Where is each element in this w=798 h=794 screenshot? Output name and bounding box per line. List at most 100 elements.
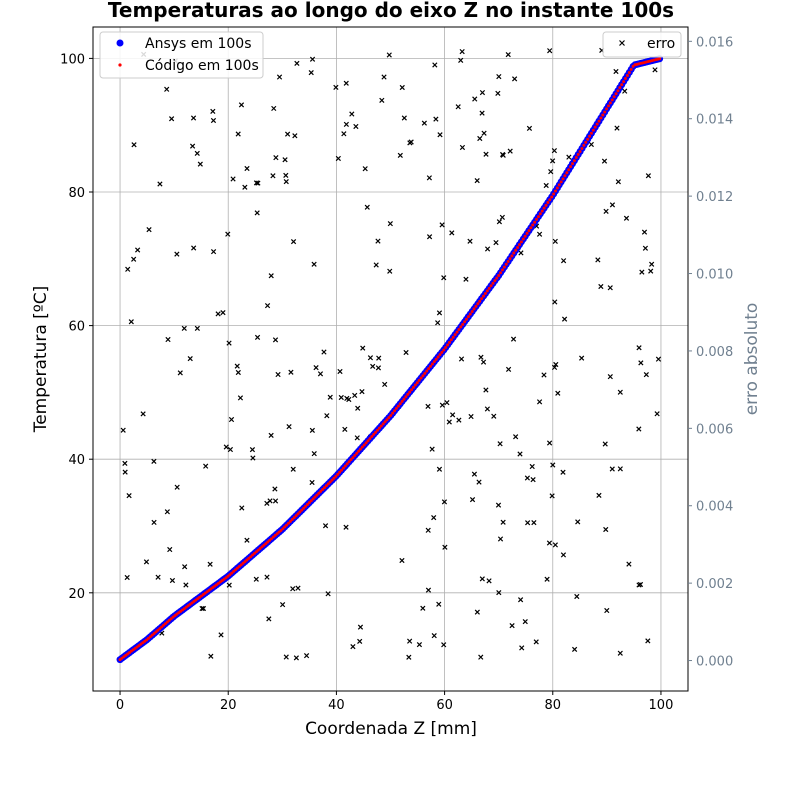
codigo-point: [624, 77, 628, 81]
erro-point: [510, 336, 517, 342]
erro-point: [131, 256, 137, 262]
erro-point: [426, 175, 433, 181]
x-tick-label: 80: [544, 698, 561, 713]
codigo-point: [364, 441, 368, 445]
erro-point: [450, 412, 456, 418]
erro-point: [279, 602, 286, 608]
codigo-point: [349, 458, 353, 462]
erro-point: [203, 463, 209, 469]
erro-point: [406, 654, 412, 660]
erro-point: [197, 161, 203, 167]
erro-point: [530, 477, 536, 483]
erro-point: [507, 148, 513, 154]
erro-point: [437, 132, 443, 138]
codigo-point: [588, 134, 592, 138]
erro-point: [505, 366, 512, 373]
erro-point: [478, 654, 484, 660]
erro-point: [458, 57, 464, 63]
erro-point: [382, 381, 388, 388]
erro-point: [146, 227, 152, 233]
erro-point: [486, 578, 492, 584]
codigo-point: [595, 122, 599, 126]
legend-label-ansys: Ansys em 100s: [145, 36, 252, 52]
erro-point: [491, 413, 497, 419]
erro-point: [290, 466, 296, 472]
erro-point: [309, 56, 316, 62]
erro-point: [609, 202, 616, 208]
erro-point: [282, 157, 288, 163]
erro-point: [505, 52, 511, 58]
plot-frame: [92, 26, 689, 692]
codigo-point: [569, 165, 573, 169]
x-tick-label: 100: [649, 698, 674, 713]
erro-point: [354, 435, 360, 441]
erro-point: [283, 654, 289, 660]
codigo-point: [323, 486, 327, 490]
erro-point: [468, 413, 474, 420]
erro-point: [343, 121, 349, 127]
codigo-point: [580, 146, 584, 150]
erro-point: [435, 320, 441, 326]
erro-point: [546, 440, 553, 446]
erro-point: [164, 86, 170, 92]
erro-point: [359, 389, 365, 395]
codigo-point: [436, 355, 440, 359]
erro-point: [303, 653, 310, 659]
codigo-point: [527, 229, 531, 233]
codigo-point: [288, 519, 292, 523]
erro-point: [335, 155, 341, 162]
erro-point: [286, 424, 292, 430]
erro-point: [639, 269, 645, 275]
erro-point: [496, 73, 502, 80]
erro-point: [325, 591, 331, 597]
codigo-point: [658, 57, 662, 61]
codigo-point: [629, 67, 633, 71]
legend-left: Ansys em 100s Código em 100s: [99, 31, 264, 79]
erro-point: [421, 120, 427, 126]
erro-point: [615, 179, 621, 185]
codigo-point: [368, 437, 372, 441]
erro-point: [151, 519, 157, 526]
codigo-point: [366, 439, 370, 443]
erro-point: [189, 143, 196, 149]
erro-point: [544, 576, 550, 582]
erro-point: [357, 638, 363, 644]
erro-point: [479, 576, 485, 582]
erro-point: [549, 158, 556, 164]
codigo-point: [620, 83, 624, 87]
codigo-point: [540, 209, 544, 213]
erro-point: [387, 268, 393, 274]
erro-point: [533, 639, 539, 645]
erro-point: [333, 84, 339, 90]
erro-point: [638, 360, 644, 366]
erro-point: [479, 89, 486, 96]
codigo-point: [608, 101, 612, 105]
codigo-point: [351, 456, 355, 460]
erro-point: [309, 479, 315, 486]
codigo-point: [493, 279, 497, 283]
codigo-point: [476, 302, 480, 306]
codigo-point: [512, 251, 516, 255]
erro-point: [327, 394, 333, 400]
codigo-point: [406, 392, 410, 396]
erro-point: [652, 67, 658, 73]
erro-point: [442, 544, 448, 550]
erro-point: [168, 116, 175, 122]
codigo-point: [612, 95, 616, 99]
erro-point: [362, 166, 368, 172]
codigo-point: [542, 206, 546, 210]
codigo-point: [319, 489, 323, 493]
erro-point: [311, 261, 317, 267]
erro-point: [433, 116, 439, 122]
erro-point: [497, 536, 504, 542]
codigo-point: [379, 424, 383, 428]
erro-point: [617, 389, 623, 395]
codigo-point: [376, 428, 380, 432]
codigo-point: [404, 395, 408, 399]
erro-point: [536, 231, 543, 237]
codigo-point: [457, 328, 461, 332]
codigo-point: [606, 104, 610, 108]
erro-point: [531, 520, 537, 526]
erro-point: [609, 466, 615, 472]
codigo-point: [536, 215, 540, 219]
